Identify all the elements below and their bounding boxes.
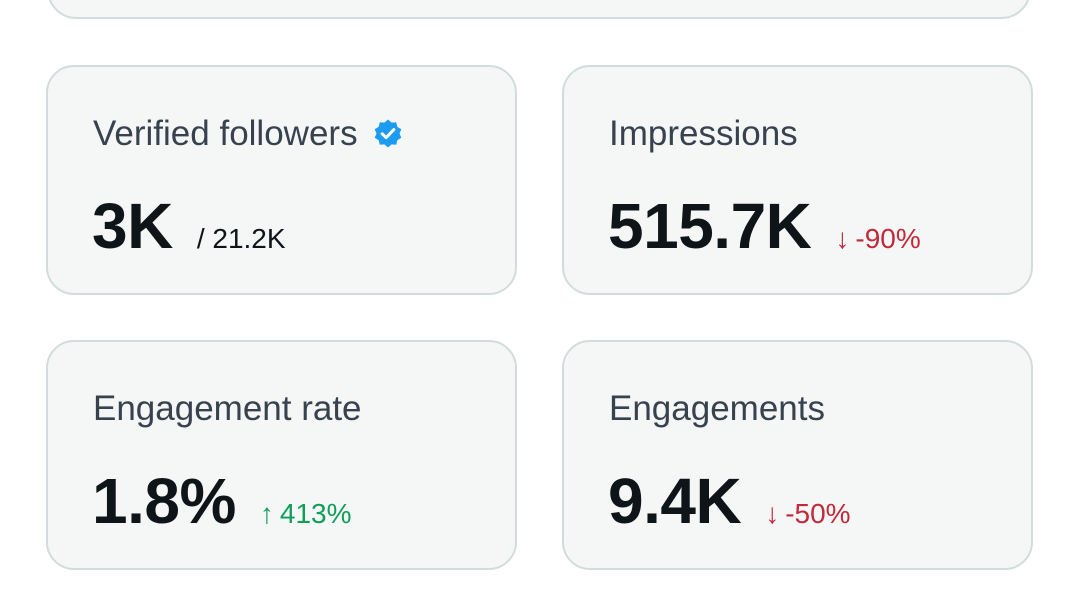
impressions-delta: ↓ -90% bbox=[835, 223, 920, 255]
previous-card[interactable] bbox=[47, 0, 1031, 19]
card-label: Engagements bbox=[609, 389, 825, 429]
verified-followers-card[interactable]: Verified followers 3K / 21.2K bbox=[46, 65, 517, 295]
arrow-down-icon: ↓ bbox=[835, 223, 850, 254]
card-label-text: Engagement rate bbox=[93, 389, 362, 428]
card-label: Verified followers bbox=[93, 114, 404, 154]
verified-badge-icon bbox=[372, 118, 404, 150]
card-label-text: Verified followers bbox=[93, 114, 358, 153]
delta-text: -50% bbox=[785, 498, 851, 529]
card-value-row: 515.7K ↓ -90% bbox=[608, 189, 921, 263]
total-followers-value: / 21.2K bbox=[196, 223, 286, 254]
engagement-rate-card[interactable]: Engagement rate 1.8% ↑ 413% bbox=[46, 340, 517, 570]
engagements-delta: ↓ -50% bbox=[765, 498, 850, 530]
engagements-value: 9.4K bbox=[608, 465, 742, 537]
card-label: Impressions bbox=[609, 114, 798, 154]
verified-followers-value: 3K bbox=[92, 190, 173, 262]
delta-text: -90% bbox=[855, 223, 921, 254]
card-label-text: Engagements bbox=[609, 389, 825, 428]
engagements-card[interactable]: Engagements 9.4K ↓ -50% bbox=[562, 340, 1033, 570]
card-value-row: 1.8% ↑ 413% bbox=[92, 464, 352, 538]
arrow-down-icon: ↓ bbox=[765, 498, 780, 529]
impressions-value: 515.7K bbox=[608, 190, 812, 262]
impressions-card[interactable]: Impressions 515.7K ↓ -90% bbox=[562, 65, 1033, 295]
card-value-row: 9.4K ↓ -50% bbox=[608, 464, 851, 538]
card-label-text: Impressions bbox=[609, 114, 798, 153]
card-value-row: 3K / 21.2K bbox=[92, 189, 286, 263]
engagement-rate-value: 1.8% bbox=[92, 465, 236, 537]
card-label: Engagement rate bbox=[93, 389, 362, 429]
delta-text: 413% bbox=[279, 498, 352, 529]
engagement-rate-delta: ↑ 413% bbox=[260, 498, 352, 530]
arrow-up-icon: ↑ bbox=[259, 498, 274, 529]
